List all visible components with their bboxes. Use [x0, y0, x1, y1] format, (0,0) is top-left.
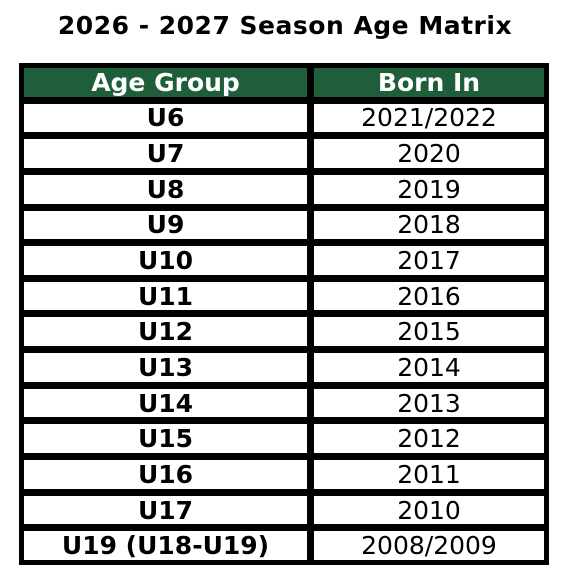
born-in-cell: 2018 [312, 208, 546, 242]
born-in-cell: 2021/2022 [312, 101, 546, 135]
age-group-cell: U11 [22, 279, 309, 313]
age-group-cell: U16 [22, 458, 309, 491]
header-age-group: Age Group [22, 66, 309, 99]
age-matrix-table: Age Group Born In U6 2021/2022 U7 2020 U… [19, 63, 549, 565]
age-group-cell: U14 [22, 386, 309, 420]
born-in-cell: 2016 [312, 279, 546, 313]
born-in-cell: 2017 [312, 244, 546, 277]
age-group-cell: U12 [22, 315, 309, 349]
born-in-cell: 2013 [312, 386, 546, 420]
age-group-cell: U13 [22, 351, 309, 384]
age-group-cell: U15 [22, 422, 309, 456]
born-in-cell: 2014 [312, 351, 546, 384]
born-in-cell: 2012 [312, 422, 546, 456]
age-group-cell: U9 [22, 208, 309, 242]
age-group-cell: U8 [22, 172, 309, 206]
age-group-cell: U17 [22, 493, 309, 527]
age-group-cell: U10 [22, 244, 309, 277]
age-group-cell: U19 (U18-U19) [22, 529, 309, 562]
born-in-cell: 2019 [312, 172, 546, 206]
age-group-cell: U6 [22, 101, 309, 135]
page-title: 2026 - 2027 Season Age Matrix [57, 11, 513, 40]
born-in-cell: 2008/2009 [312, 529, 546, 562]
born-in-cell: 2011 [312, 458, 546, 491]
born-in-cell: 2020 [312, 137, 546, 170]
age-group-cell: U7 [22, 137, 309, 170]
born-in-cell: 2015 [312, 315, 546, 349]
born-in-cell: 2010 [312, 493, 546, 527]
header-born-in: Born In [312, 66, 546, 99]
